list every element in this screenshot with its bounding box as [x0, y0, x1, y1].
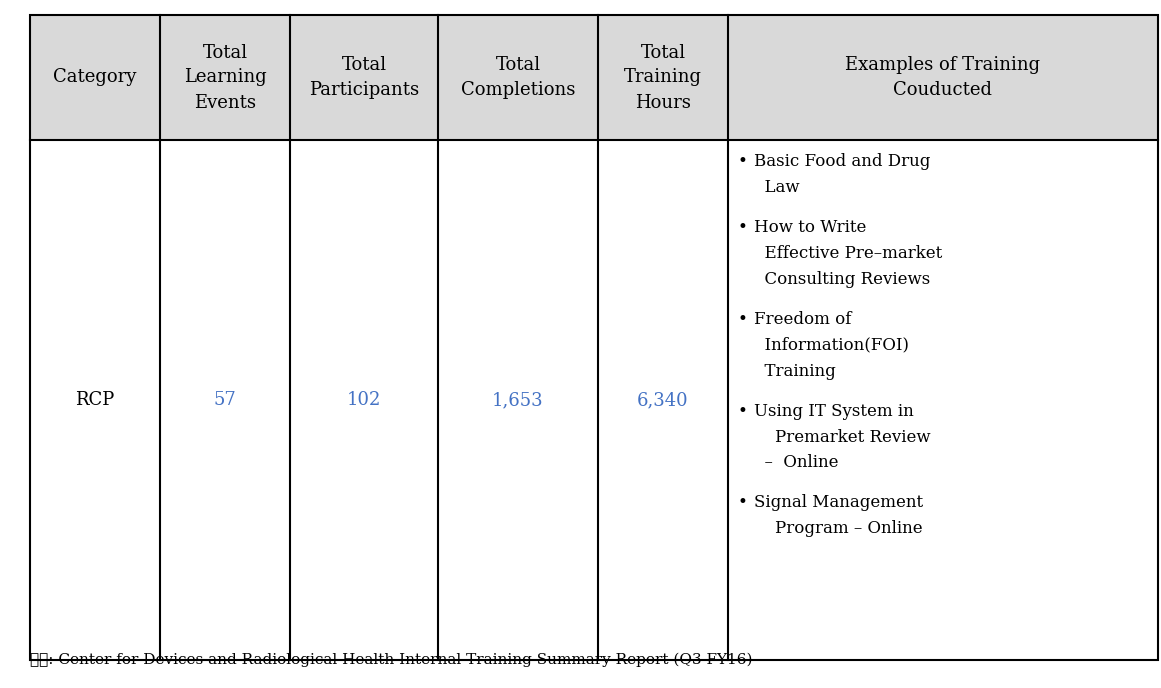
Text: How to Write: How to Write	[753, 219, 866, 237]
Text: Signal Management: Signal Management	[753, 495, 923, 511]
Text: •: •	[738, 311, 748, 328]
Text: •: •	[738, 402, 748, 420]
Text: Information(FOI): Information(FOI)	[753, 337, 909, 354]
Text: 1,653: 1,653	[492, 391, 543, 409]
Text: 6,340: 6,340	[637, 391, 688, 409]
Bar	[30, 140, 1158, 660]
Text: Program – Online: Program – Online	[753, 520, 923, 537]
Text: Freedom of: Freedom of	[753, 311, 851, 328]
Text: Total
Learning
Events: Total Learning Events	[183, 43, 266, 111]
Text: Using IT System in: Using IT System in	[753, 402, 914, 420]
Text: Total
Training
Hours: Total Training Hours	[623, 43, 702, 111]
Text: –  Online: – Online	[753, 454, 838, 471]
Text: Premarket Review: Premarket Review	[753, 429, 931, 446]
Text: Effective Pre–market: Effective Pre–market	[753, 245, 943, 262]
Text: Category: Category	[53, 69, 137, 87]
Text: Basic Food and Drug: Basic Food and Drug	[753, 153, 930, 171]
Bar	[30, 15, 1158, 140]
Text: •: •	[738, 219, 748, 237]
Text: Total
Completions: Total Completions	[461, 56, 575, 99]
Text: Law: Law	[753, 180, 800, 196]
Text: Consulting Reviews: Consulting Reviews	[753, 271, 930, 288]
Text: 102: 102	[347, 391, 381, 409]
Text: Total
Participants: Total Participants	[309, 56, 419, 99]
Text: •: •	[738, 153, 748, 171]
Text: •: •	[738, 495, 748, 511]
Text: 출치: Center for Devices and Radiological Health Internal Training Summary Report : 출치: Center for Devices and Radiological …	[30, 653, 752, 667]
Text: Training: Training	[753, 363, 836, 380]
Text: 57: 57	[214, 391, 237, 409]
Text: RCP: RCP	[75, 391, 115, 409]
Text: Examples of Training
Couducted: Examples of Training Couducted	[845, 56, 1040, 99]
